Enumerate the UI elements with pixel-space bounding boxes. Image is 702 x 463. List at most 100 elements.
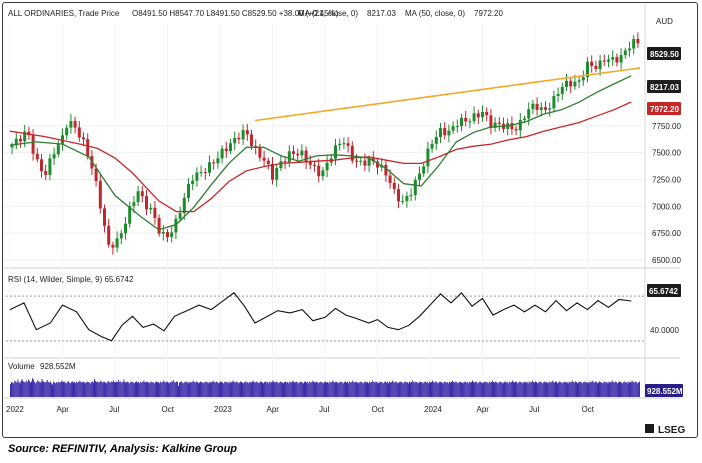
candle-body [94, 168, 98, 181]
volume-bar [533, 382, 535, 397]
volume-bar [239, 381, 241, 397]
volume-bar [552, 382, 554, 397]
candle-body [338, 143, 342, 146]
volume-bar [416, 382, 418, 397]
volume-bar [56, 382, 58, 397]
volume-bar [178, 385, 179, 397]
volume-bar [17, 379, 19, 397]
volume-bar [146, 381, 148, 397]
volume-bar [283, 383, 284, 397]
candle-body [103, 208, 106, 226]
volume-bar [49, 381, 51, 397]
candle-body [145, 196, 148, 210]
volume-bar [179, 382, 181, 397]
candle [481, 105, 484, 122]
candle [35, 148, 39, 163]
volume-bar [28, 380, 30, 397]
candle [493, 117, 497, 132]
candle-body [539, 107, 543, 110]
volume-bar [209, 381, 211, 397]
volume-bar [23, 382, 25, 397]
volume-bar [418, 382, 420, 397]
volume-bar [446, 382, 448, 397]
volume-bar [617, 382, 619, 397]
candle [426, 141, 430, 174]
candle [565, 73, 568, 92]
volume-bar [197, 383, 199, 397]
volume-bar [265, 381, 267, 397]
volume-bar [230, 382, 232, 397]
candle-body [434, 137, 438, 144]
candle [237, 132, 241, 145]
candle [115, 231, 119, 253]
volume-bar [359, 381, 361, 397]
volume-bar [96, 382, 98, 397]
candle [111, 241, 115, 255]
volume-bar [607, 383, 609, 397]
volume-bar [84, 383, 86, 397]
candle-body [569, 80, 573, 87]
volume-bar [25, 380, 27, 397]
candle-body [497, 122, 501, 124]
volume-bar [102, 382, 104, 397]
x-tick-label: 2022 [6, 405, 24, 414]
volume-bar [232, 380, 234, 397]
candle [153, 201, 157, 225]
candle-body [313, 164, 316, 166]
volume-bar [356, 382, 358, 397]
candle [506, 118, 510, 136]
candle-body [430, 143, 434, 149]
volume-layer [10, 378, 640, 397]
volume-bar [207, 382, 209, 397]
candle-body [191, 180, 195, 185]
volume-bar [635, 382, 637, 397]
volume-bar [180, 382, 182, 397]
volume-bar [435, 381, 437, 397]
volume-bar [491, 380, 493, 397]
candle [128, 201, 132, 228]
volume-bar [603, 382, 605, 397]
volume-bar [437, 383, 439, 397]
volume-bar [628, 381, 630, 397]
candle [422, 163, 426, 177]
volume-bar [119, 382, 121, 397]
volume-bar [54, 382, 56, 397]
candle [216, 151, 220, 169]
volume-bar [439, 381, 441, 397]
volume-bar [285, 381, 287, 397]
candle [182, 192, 186, 221]
volume-bar [94, 379, 95, 397]
candle-body [590, 61, 594, 66]
volume-bar [52, 384, 53, 397]
volume-bar [558, 382, 560, 397]
candle-body [77, 127, 81, 138]
volume-bar [143, 380, 145, 397]
volume-bar [131, 382, 133, 397]
volume-bar [130, 381, 132, 397]
volume-bar [415, 381, 417, 397]
volume-bar [281, 382, 283, 397]
x-tick-label: 2024 [424, 405, 442, 414]
volume-bar [633, 382, 635, 397]
trendline-layer [254, 67, 641, 122]
candle-body [623, 50, 627, 56]
volume-bar [214, 382, 216, 397]
volume-bar [40, 382, 42, 397]
ma21-line [9, 75, 632, 231]
candle-body [514, 129, 518, 131]
candle [31, 129, 35, 161]
ma50-layer [9, 101, 632, 213]
volume-bar [315, 381, 317, 397]
volume-bar [373, 382, 375, 397]
volume-bar [263, 383, 265, 397]
volume-bar [65, 383, 67, 397]
candle [203, 167, 207, 180]
volume-bar [71, 381, 73, 397]
candle-body [296, 153, 300, 156]
volume-bar [190, 382, 192, 397]
candle-body [334, 145, 337, 159]
volume-bar [371, 382, 373, 397]
volume-bar [210, 382, 212, 397]
volume-bar [288, 383, 290, 397]
volume-bar [274, 382, 276, 397]
